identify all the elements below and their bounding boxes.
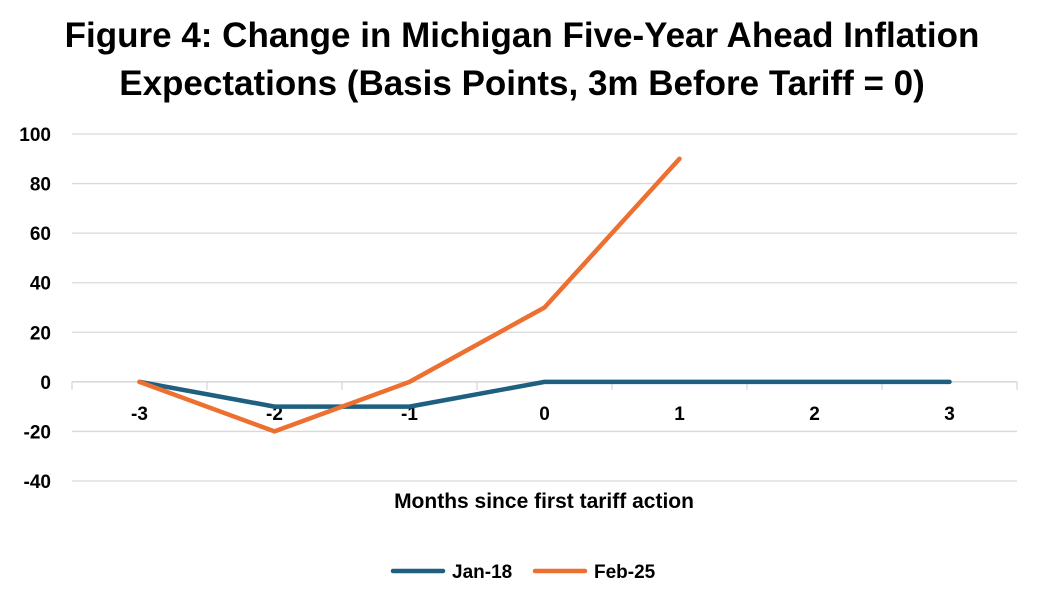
y-tick-label: 20	[30, 323, 51, 344]
y-tick-label: -20	[24, 422, 51, 443]
legend-label-jan-18: Jan-18	[452, 562, 512, 583]
series-line-feb-25	[137, 156, 682, 434]
x-axis-title: Months since first tariff action	[394, 490, 694, 513]
y-tick-label: 40	[30, 274, 51, 295]
x-tick-label: -3	[131, 404, 148, 425]
chart-title-line-1: Figure 4: Change in Michigan Five-Year A…	[65, 16, 980, 55]
y-tick-label: -40	[24, 472, 51, 493]
y-axis-tick-labels: 100 80 60 40 20 0 -20 -40	[19, 125, 51, 493]
x-tick-label: -1	[401, 404, 418, 425]
legend: Jan-18 Feb-25	[390, 562, 656, 583]
x-tick-label: -2	[266, 404, 283, 425]
x-tick-label: 2	[809, 404, 820, 425]
x-tick-label: 1	[674, 404, 685, 425]
x-axis: -3 -2 -1 0 1 2 3	[71, 381, 1018, 425]
series-line-jan-18	[137, 379, 952, 409]
legend-label-feb-25: Feb-25	[594, 562, 656, 583]
y-tick-label: 0	[40, 373, 51, 394]
chart-title-line-2: Expectations (Basis Points, 3m Before Ta…	[119, 64, 925, 103]
x-tick-label: 3	[944, 404, 955, 425]
y-tick-label: 80	[30, 175, 51, 196]
y-tick-label: 100	[19, 125, 51, 146]
y-tick-label: 60	[30, 224, 51, 245]
x-tick-label: 0	[539, 404, 550, 425]
series-lines	[137, 156, 952, 434]
